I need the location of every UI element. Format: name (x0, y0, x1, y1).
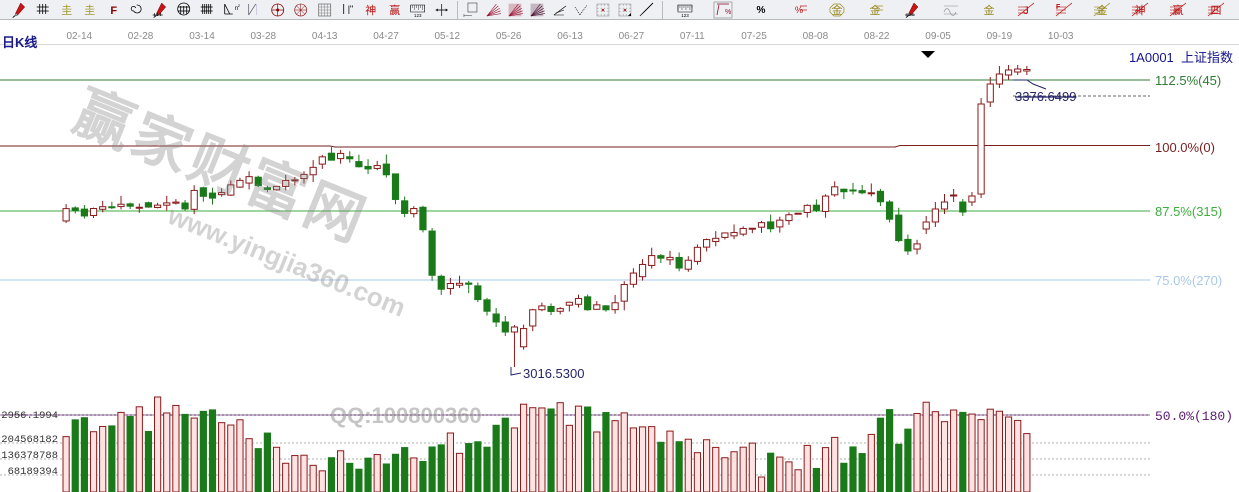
svg-text:赢: 赢 (1173, 3, 1184, 17)
svg-text:神: 神 (1135, 3, 1146, 17)
svg-text:赢: 赢 (389, 3, 400, 17)
svg-text:2: 2 (238, 3, 241, 8)
svg-text:%: % (725, 9, 731, 16)
svg-text:F: F (110, 5, 117, 17)
svg-text:圭: 圭 (61, 4, 72, 17)
svg-text:金: 金 (983, 3, 994, 17)
svg-text:%: % (756, 5, 765, 16)
svg-text:|": |" (348, 4, 354, 14)
svg-text:123: 123 (414, 13, 422, 18)
svg-text:J: J (1024, 5, 1030, 17)
svg-text:123: 123 (681, 13, 689, 18)
svg-text:圭: 圭 (85, 4, 96, 17)
svg-text:四: 四 (1211, 5, 1222, 17)
svg-text:金: 金 (831, 3, 842, 17)
svg-text:金: 金 (1097, 3, 1108, 17)
svg-text:神: 神 (366, 3, 377, 17)
